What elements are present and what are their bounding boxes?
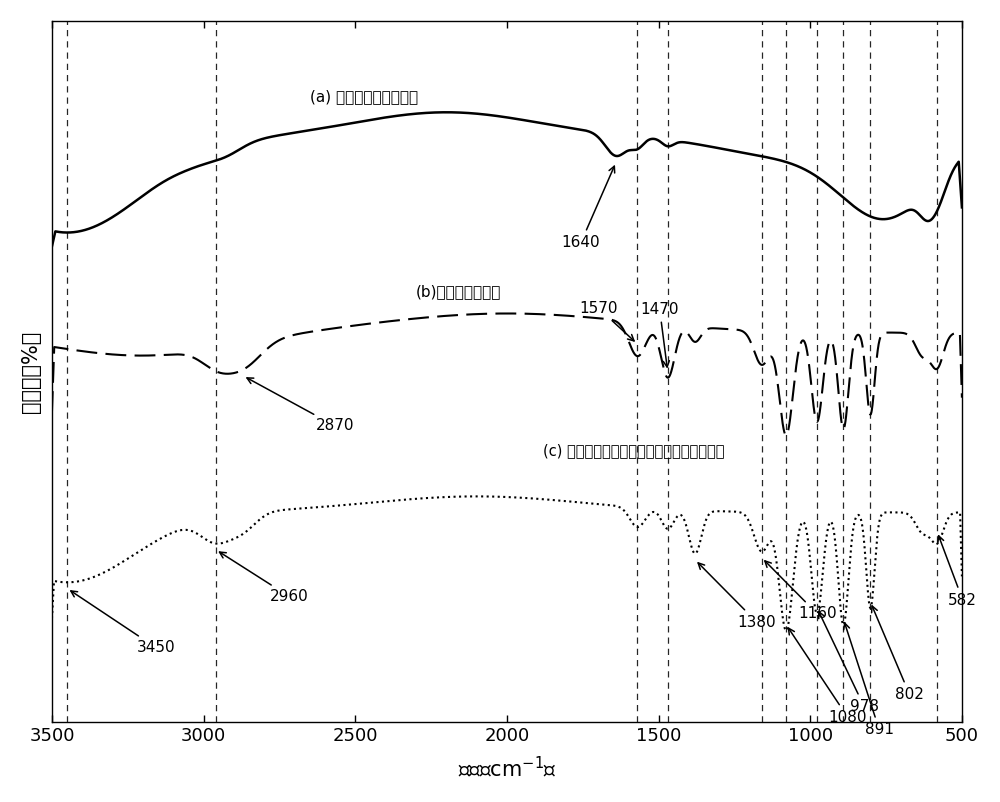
Text: 582: 582 (938, 536, 977, 608)
Text: 1380: 1380 (698, 563, 776, 630)
X-axis label: 波数（cm$^{-1}$）: 波数（cm$^{-1}$） (458, 756, 556, 781)
Text: 2960: 2960 (220, 552, 309, 604)
Text: 1470: 1470 (640, 302, 679, 367)
Y-axis label: 透过率（%）: 透过率（%） (21, 330, 41, 412)
Text: 2870: 2870 (247, 378, 354, 433)
Text: (c) 杂多酸离子液体负载氨基化磁性复合材料: (c) 杂多酸离子液体负载氨基化磁性复合材料 (543, 444, 725, 458)
Text: (a) 氨基化磁性复合材料: (a) 氨基化磁性复合材料 (310, 90, 418, 104)
Text: (b)杂多酸离子液体: (b)杂多酸离子液体 (416, 285, 501, 300)
Text: 891: 891 (844, 623, 894, 738)
Text: 1640: 1640 (562, 166, 615, 250)
Text: 3450: 3450 (71, 591, 176, 655)
Text: 802: 802 (872, 606, 924, 702)
Text: 1080: 1080 (788, 628, 867, 725)
Text: 1570: 1570 (580, 301, 634, 341)
Text: 1160: 1160 (765, 561, 837, 622)
Text: 978: 978 (819, 612, 879, 715)
